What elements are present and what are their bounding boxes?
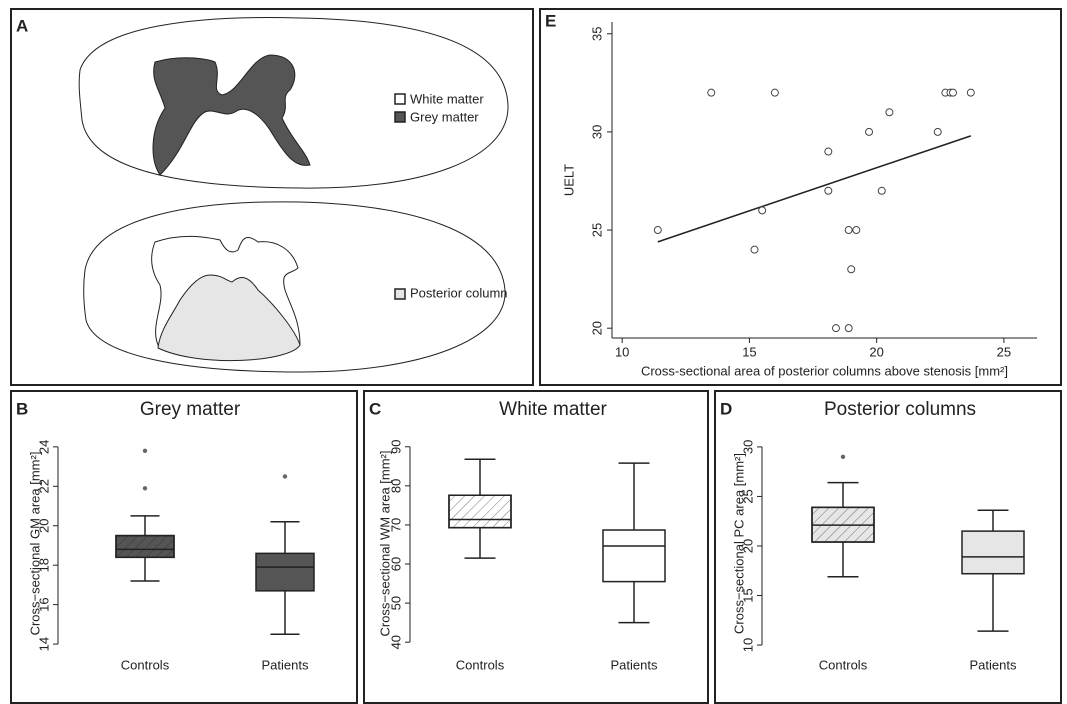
y-tick-label: 35 <box>589 27 604 41</box>
panel-label: D <box>720 399 732 418</box>
y-tick-label: 10 <box>740 638 755 652</box>
panel-label: B <box>16 399 28 418</box>
panel-label: A <box>16 16 28 35</box>
chart-title: Posterior columns <box>824 399 976 420</box>
y-tick-label: 30 <box>740 440 755 454</box>
point <box>853 227 860 234</box>
page: {"diagram": {"panel": "A", "legend": ["W… <box>0 0 1067 704</box>
y-tick-label: 20 <box>589 321 604 335</box>
x-tick-label: 20 <box>869 344 883 359</box>
x-tick-label: Patients <box>611 657 658 672</box>
x-tick-label: Controls <box>121 657 170 672</box>
legend-swatch <box>395 94 405 104</box>
point <box>825 148 832 155</box>
trend-line <box>658 136 971 242</box>
point <box>848 266 855 273</box>
y-axis-label: Cross−sectional GM area [mm²] <box>27 452 42 636</box>
box <box>603 530 665 582</box>
y-tick-label: 14 <box>36 637 51 651</box>
point <box>845 227 852 234</box>
chart-title: Grey matter <box>140 399 241 420</box>
x-axis-label: Cross-sectional area of posterior column… <box>641 363 1008 378</box>
panel-frame <box>11 391 357 703</box>
point <box>950 89 957 96</box>
y-axis-label: Cross−sectional PC area [mm²] <box>731 453 746 634</box>
legend-label: Grey matter <box>410 109 479 124</box>
x-tick-label: 15 <box>742 344 756 359</box>
point <box>934 128 941 135</box>
chart-title: White matter <box>499 399 607 420</box>
y-axis-label: Cross−sectional WM area [mm²] <box>377 450 392 636</box>
legend-swatch <box>395 289 405 299</box>
box <box>256 553 314 590</box>
x-tick-label: Patients <box>970 657 1017 672</box>
x-tick-label: Controls <box>456 657 505 672</box>
figure: A White matter Grey matter Posterior col… <box>0 0 1067 704</box>
box-hatch <box>116 536 174 558</box>
outlier <box>143 449 147 453</box>
y-axis-label: UELT <box>561 164 576 196</box>
y-tick-label: 25 <box>589 223 604 237</box>
point <box>832 325 839 332</box>
outlier <box>283 474 287 478</box>
point <box>751 246 758 253</box>
legend-label: White matter <box>410 91 484 106</box>
box <box>962 531 1024 574</box>
point <box>759 207 766 214</box>
panel-label: C <box>369 399 381 418</box>
point <box>708 89 715 96</box>
x-tick-label: Controls <box>819 657 868 672</box>
box-hatch <box>449 495 511 527</box>
panel-frame <box>540 9 1061 385</box>
outlier <box>841 455 845 459</box>
point <box>771 89 778 96</box>
x-tick-label: 10 <box>615 344 629 359</box>
point <box>654 227 661 234</box>
point <box>886 109 893 116</box>
legend-label: Posterior column <box>410 285 508 300</box>
point <box>866 128 873 135</box>
point <box>967 89 974 96</box>
point <box>845 325 852 332</box>
x-tick-label: Patients <box>262 657 309 672</box>
panel-label: E <box>545 11 556 30</box>
point <box>825 187 832 194</box>
outlier <box>143 486 147 490</box>
x-tick-label: 25 <box>997 344 1011 359</box>
point <box>878 187 885 194</box>
y-tick-label: 30 <box>589 125 604 139</box>
legend-swatch <box>395 112 405 122</box>
